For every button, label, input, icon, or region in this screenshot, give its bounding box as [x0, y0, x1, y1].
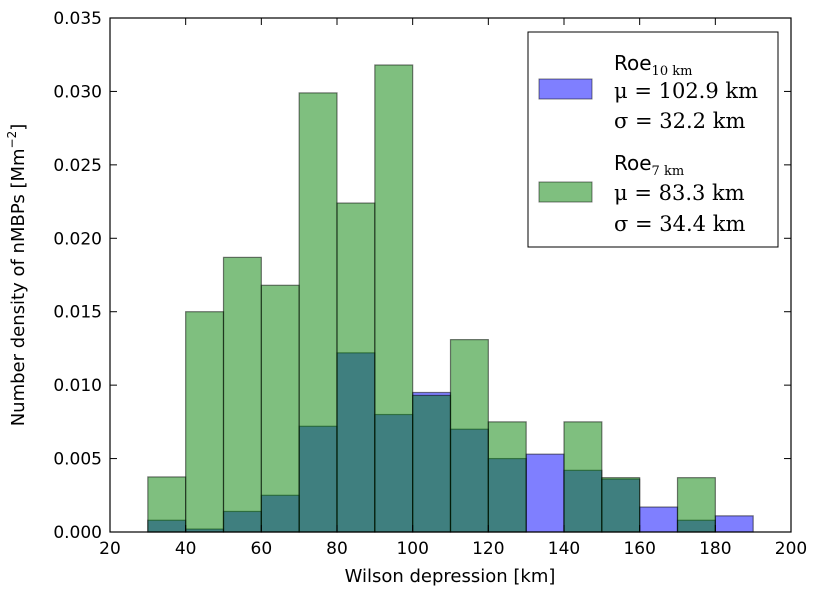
y-axis-label: Number density of nMBPs [Mm−2] — [5, 124, 29, 427]
legend-title-roe7: Roe7 km — [614, 151, 684, 179]
y-tick-label: 0.010 — [53, 376, 102, 396]
bar-roe7-170 — [676, 477, 716, 533]
bar-roe10-160 — [639, 506, 679, 533]
x-tick-label: 120 — [472, 539, 504, 559]
x-tick-label: 100 — [396, 539, 428, 559]
x-tick-label: 160 — [623, 539, 655, 559]
y-tick-label: 0.035 — [53, 9, 102, 29]
bar-roe7-100 — [412, 394, 452, 533]
legend-mu-roe7: μ = 83.3 km — [614, 181, 745, 205]
bar-roe7-90 — [374, 64, 414, 533]
ticks-layer: 20 40 60 80 100 120 140 160 180 200 0.000 0.005 0.01… — [53, 9, 807, 559]
bar-roe7-140 — [563, 421, 603, 533]
bars-layer — [147, 64, 754, 533]
legend: Roe10 km μ = 102.9 km σ = 32.2 km Roe7 k… — [527, 31, 779, 248]
legend-sigma-roe10: σ = 32.2 km — [614, 109, 745, 133]
legend-sigma-roe7: σ = 34.4 km — [614, 212, 745, 236]
y-tick-label: 0.020 — [53, 229, 102, 249]
bar-roe7-150 — [601, 477, 641, 533]
bar-roe7-70 — [298, 92, 338, 533]
plot-frame — [109, 17, 792, 533]
x-tick-label: 180 — [699, 539, 731, 559]
bar-roe7-80 — [336, 202, 376, 533]
y-tick-label: 0.000 — [53, 523, 102, 543]
bar-roe7-120 — [487, 421, 527, 533]
legend-title-roe10: Roe10 km — [614, 51, 692, 79]
x-axis-label: Wilson depression [km] — [345, 566, 556, 587]
y-tick-label: 0.015 — [53, 303, 102, 323]
bar-roe10-180 — [714, 515, 754, 533]
legend-mu-roe10: μ = 102.9 km — [614, 79, 758, 103]
bar-roe7-40 — [185, 311, 225, 533]
legend-swatch-roe10 — [538, 78, 593, 100]
bar-roe7-60 — [260, 284, 300, 533]
x-tick-label: 80 — [326, 539, 348, 559]
y-tick-label: 0.030 — [53, 82, 102, 102]
bar-roe7-50 — [222, 256, 262, 533]
x-tick-label: 40 — [175, 539, 197, 559]
bar-roe10-130 — [525, 453, 565, 533]
legend-swatch-roe7 — [538, 181, 593, 203]
x-tick-label: 60 — [251, 539, 273, 559]
bar-roe7-110 — [449, 339, 489, 533]
x-tick-label: 140 — [548, 539, 580, 559]
x-tick-label: 20 — [99, 539, 121, 559]
y-tick-label: 0.005 — [53, 450, 102, 470]
y-tick-label: 0.025 — [53, 156, 102, 176]
x-tick-label: 200 — [775, 539, 807, 559]
bar-roe7-30 — [147, 476, 187, 533]
legend-frame — [527, 31, 779, 248]
